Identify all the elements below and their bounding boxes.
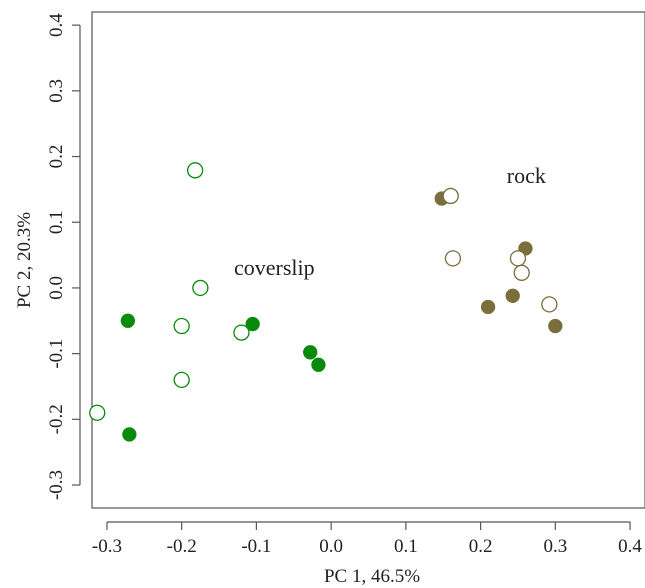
y-axis-label: PC 2, 20.3%	[14, 212, 35, 308]
y-tick-label: 0.0	[46, 276, 67, 300]
x-tick-label: -0.3	[92, 536, 122, 557]
y-tick-label: -0.2	[46, 404, 67, 434]
x-tick-label: 0.0	[319, 536, 343, 557]
rock-point-open	[509, 250, 527, 267]
coverslip-point-filled	[245, 316, 260, 332]
rock-point-filled	[505, 288, 520, 303]
coverslip-point-filled	[311, 357, 326, 372]
y-tick-label: 0.3	[46, 79, 67, 103]
coverslip-point-open	[173, 371, 190, 389]
y-tick-label: -0.3	[46, 470, 67, 500]
x-tick-label: 0.1	[394, 536, 418, 557]
y-tick-label: -0.1	[46, 339, 67, 369]
coverslip-point-filled	[122, 427, 137, 442]
coverslip-point-filled	[303, 345, 318, 360]
rock-point-open	[442, 187, 459, 205]
x-axis-label: PC 1, 46.5%	[324, 566, 420, 587]
y-tick-label: 0.4	[46, 13, 67, 37]
rock-point-open	[444, 250, 462, 267]
coverslip-point-open	[192, 279, 209, 297]
annotation-rock: rock	[507, 163, 546, 188]
annotations: coverslip rock	[234, 163, 546, 280]
coverslip-point-open	[186, 162, 204, 179]
coverslip-point-filled	[120, 313, 136, 328]
rock-point-filled	[548, 318, 563, 334]
x-tick-label: -0.1	[241, 536, 271, 557]
y-tick-label: 0.1	[46, 210, 67, 234]
x-tick-label: 0.3	[543, 536, 567, 557]
x-tick-label: 0.2	[469, 536, 493, 557]
data-points	[89, 162, 563, 442]
x-tick-label: -0.2	[167, 536, 197, 557]
rock-point-open	[541, 296, 558, 313]
y-axis: -0.3 -0.2 -0.1 0.0 0.1 0.2 0.3 0.4	[46, 13, 81, 500]
coverslip-point-open	[233, 324, 250, 341]
x-axis: -0.3 -0.2 -0.1 0.0 0.1 0.2 0.3 0.4	[92, 521, 642, 557]
annotation-coverslip: coverslip	[234, 255, 315, 280]
x-tick-label: 0.4	[618, 536, 642, 557]
y-tick-label: 0.2	[46, 145, 67, 169]
rock-point-filled	[480, 299, 496, 315]
coverslip-point-open	[89, 404, 106, 421]
coverslip-point-open	[173, 317, 190, 335]
rock-point-open	[513, 264, 530, 281]
plot-frame	[91, 11, 645, 509]
